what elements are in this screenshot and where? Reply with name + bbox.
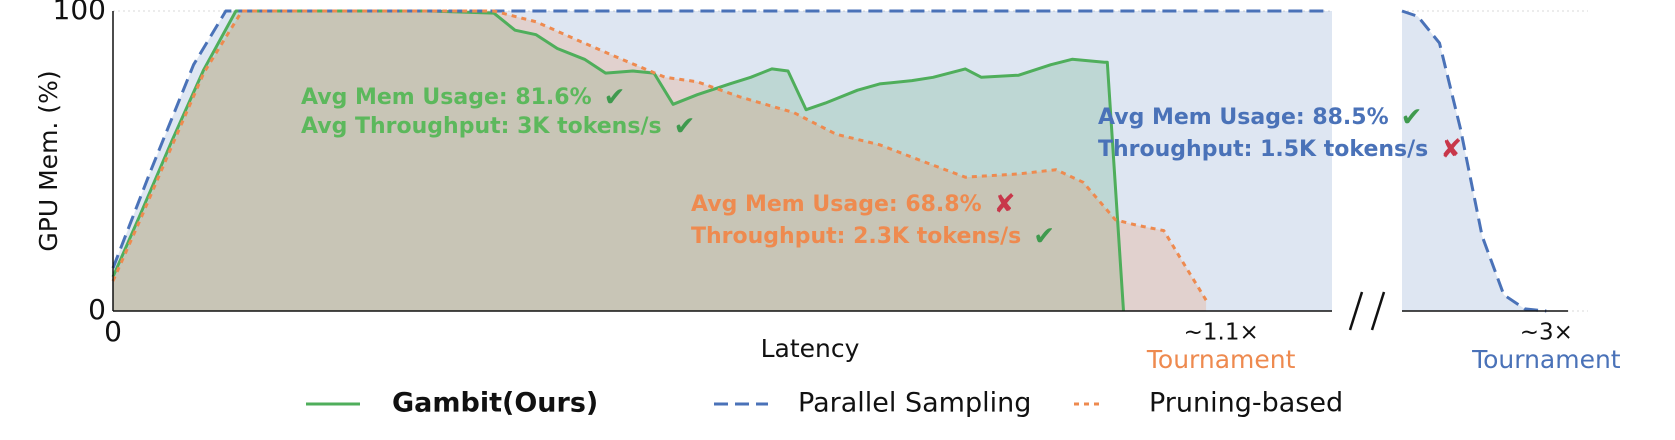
annotation-symbol: ✘ [994, 190, 1016, 220]
axis-break [1348, 291, 1386, 331]
y-tick-label: 100 [53, 0, 106, 26]
break-mark [1348, 291, 1364, 331]
x-axis-label: Latency [761, 334, 860, 363]
annotation-symbol: ✔ [1033, 222, 1055, 252]
line [111, 9, 1329, 269]
annotation: Avg Throughput: 3K tokens/s [301, 114, 662, 139]
annotation-symbol: ✘ [1440, 135, 1462, 165]
area [113, 11, 1332, 311]
legend-label: Pruning-based [1149, 388, 1343, 419]
area [113, 11, 1124, 311]
break-mark [1370, 291, 1386, 331]
area-fills [113, 11, 1547, 311]
legend-label: Parallel Sampling [798, 388, 1031, 419]
x-tick-label: ~3× [1520, 320, 1573, 346]
line [1401, 9, 1547, 313]
annotation: Throughput: 1.5K tokens/s [1098, 137, 1428, 162]
area [113, 11, 1207, 311]
annotation-symbol: ✔ [674, 112, 696, 142]
legend-label: Gambit(Ours) [392, 388, 598, 419]
annotation: Avg Mem Usage: 68.8% [691, 192, 982, 217]
annotation-symbol: ✔ [604, 83, 626, 113]
annotation: Throughput: 2.3K tokens/s [691, 224, 1021, 249]
x-tick-label: ~1.1× [1184, 320, 1259, 346]
line [111, 9, 1208, 301]
y-tick-label: 0 [88, 293, 106, 326]
y-axis-label: GPU Mem. (%) [34, 70, 63, 251]
lines [111, 9, 1547, 313]
area [1402, 11, 1547, 311]
annotation: Avg Mem Usage: 88.5% [1098, 105, 1389, 130]
annotation: Avg Mem Usage: 81.6% [301, 85, 592, 110]
x-tick-note: Tournament [1146, 345, 1296, 374]
annotation-symbol: ✔ [1401, 103, 1423, 133]
x-tick-note: Tournament [1471, 345, 1621, 374]
x-tick-label: 0 [104, 315, 122, 348]
